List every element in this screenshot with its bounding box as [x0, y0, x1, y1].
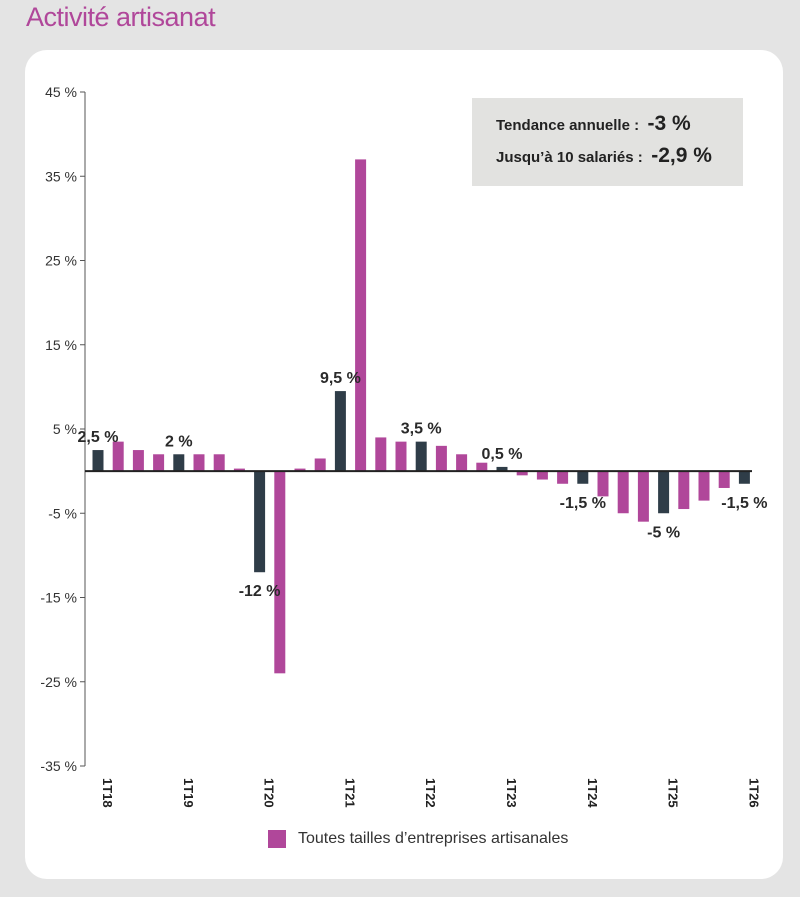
bar-3T20 [294, 468, 306, 472]
data-labels: 2,5 % 2 % -12 % 9,5 % 3,5 % 0,5 % -1,5 % -5 % -1… [78, 370, 768, 600]
bar-4T19 [233, 468, 245, 472]
legend-label: Toutes tailles d’entreprises artisanales [298, 830, 569, 847]
bar-3T24 [617, 471, 629, 514]
data-label-1T23: 0,5 % [482, 446, 523, 463]
small-business-trend-label: Jusqu’à 10 salariés : [496, 149, 643, 166]
x-tick-label: 1T23 [504, 778, 519, 808]
x-tick-label: 1T18 [100, 778, 115, 808]
y-tick-label: 15 % [45, 337, 77, 353]
bar-4T24 [637, 471, 649, 522]
annual-trend-value: -3 % [647, 112, 691, 135]
y-axis: 45 % 35 % 25 % 15 % 5 % -5 % -15 % -25 % -35 % [40, 84, 86, 774]
bar-4T21 [395, 441, 407, 472]
bar-2T24 [597, 471, 609, 497]
bar-1T23 [496, 466, 508, 472]
bar-1T25 [658, 471, 670, 514]
data-label-1T26: -1,5 % [721, 495, 767, 512]
data-label-1T24: -1,5 % [560, 495, 606, 512]
bar-1T26 [738, 471, 750, 484]
small-business-trend-value: -2,9 % [651, 144, 712, 167]
data-label-1T25: -5 % [647, 524, 680, 541]
bar-2T23 [516, 471, 528, 476]
y-tick-label: -15 % [40, 590, 77, 606]
bar-4T18 [153, 454, 165, 472]
trend-info-box: Tendance annuelle : -3 % Jusqu’à 10 sala… [472, 98, 743, 186]
y-tick-label: 5 % [53, 421, 77, 437]
y-tick-label: 25 % [45, 253, 77, 269]
bar-3T23 [536, 471, 548, 480]
x-tick-label: 1T19 [181, 778, 196, 808]
bar-1T21 [334, 391, 346, 472]
y-tick-label: 45 % [45, 84, 77, 100]
data-label-1T19: 2 % [165, 433, 193, 450]
y-tick-label: -35 % [40, 758, 77, 774]
annual-trend-label: Tendance annuelle : [496, 117, 640, 134]
bar-2T25 [678, 471, 690, 510]
page-title: Activité artisanat [26, 2, 216, 32]
bar-4T20 [314, 458, 326, 472]
small-business-trend-line: Jusqu’à 10 salariés : -2,9 % [496, 144, 712, 168]
x-tick-label: 1T20 [262, 778, 277, 808]
y-tick-label: -25 % [40, 674, 77, 690]
bar-2T20 [274, 471, 286, 674]
bar-3T18 [132, 450, 144, 472]
x-tick-label: 1T22 [423, 778, 438, 808]
data-label-1T21: 9,5 % [320, 370, 361, 387]
bar-1T20 [254, 471, 266, 573]
data-label-1T18: 2,5 % [78, 429, 119, 446]
y-tick-label: 35 % [45, 168, 77, 184]
bar-2T22 [435, 445, 447, 472]
bar-4T23 [557, 471, 569, 484]
bars [92, 159, 750, 674]
bar-4T22 [476, 462, 488, 472]
bar-1T22 [415, 441, 427, 472]
bar-1T18 [92, 450, 104, 472]
data-label-1T22: 3,5 % [401, 421, 442, 438]
bar-3T19 [213, 454, 225, 472]
bar-2T21 [355, 159, 367, 472]
y-tick-label: -5 % [48, 505, 77, 521]
annual-trend-line: Tendance annuelle : -3 % [496, 112, 691, 136]
bar-3T21 [375, 437, 387, 472]
bar-3T25 [698, 471, 710, 501]
x-tick-label: 1T25 [666, 778, 681, 808]
bar-1T19 [173, 454, 185, 472]
bar-2T19 [193, 454, 205, 472]
bar-4T25 [718, 471, 730, 488]
x-tick-label: 1T24 [585, 778, 600, 808]
bar-3T22 [456, 454, 468, 472]
x-tick-label: 1T21 [342, 778, 357, 808]
bar-2T18 [112, 441, 124, 472]
data-label-1T20: -12 % [239, 583, 281, 600]
x-tick-label: 1T26 [746, 778, 761, 808]
x-axis: 1T18 1T19 1T20 1T21 1T22 1T23 1T24 1T25 1T26 [100, 778, 761, 808]
chart-legend: Toutes tailles d’entreprises artisanales [268, 830, 568, 848]
bar-1T24 [577, 471, 589, 484]
legend-swatch [268, 830, 286, 848]
